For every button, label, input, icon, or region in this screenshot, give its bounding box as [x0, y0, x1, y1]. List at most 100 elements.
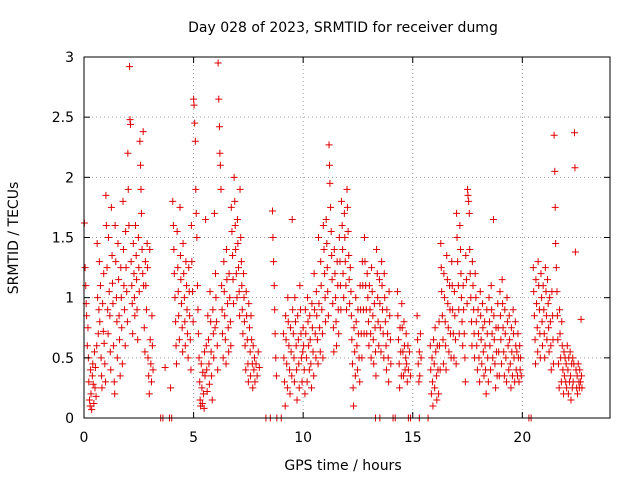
data-point	[183, 330, 191, 338]
data-point	[295, 384, 303, 392]
data-point	[305, 366, 313, 374]
data-point	[450, 354, 458, 362]
data-point	[320, 246, 328, 254]
data-point	[538, 294, 546, 302]
data-point	[304, 294, 312, 302]
data-point	[315, 300, 323, 308]
data-point	[251, 378, 259, 386]
data-point	[537, 270, 545, 278]
data-point	[192, 185, 200, 193]
data-point	[242, 366, 250, 374]
data-point	[432, 372, 440, 380]
data-point	[313, 312, 321, 320]
data-point	[507, 384, 515, 392]
data-point	[270, 282, 278, 290]
data-point	[98, 384, 106, 392]
data-point	[192, 209, 200, 217]
data-point	[509, 306, 517, 314]
data-point	[201, 348, 209, 356]
data-point	[366, 306, 374, 314]
data-point	[516, 366, 524, 374]
data-point	[571, 248, 579, 256]
data-point	[516, 342, 524, 350]
data-point	[468, 258, 476, 266]
data-point	[350, 324, 358, 332]
data-point	[505, 366, 513, 374]
data-point	[415, 348, 423, 356]
data-point	[121, 306, 129, 314]
data-point	[282, 336, 290, 344]
data-point	[85, 378, 93, 386]
data-point	[188, 258, 196, 266]
data-point	[302, 330, 310, 338]
data-point	[189, 318, 197, 326]
data-point	[293, 366, 301, 374]
data-point	[335, 330, 343, 338]
data-point	[332, 318, 340, 326]
data-point	[233, 294, 241, 302]
data-point	[442, 366, 450, 374]
data-point	[500, 348, 508, 356]
data-point	[207, 348, 215, 356]
data-point	[239, 330, 247, 338]
data-point	[144, 354, 152, 362]
data-point	[466, 246, 474, 254]
data-point	[556, 330, 564, 338]
data-point	[361, 234, 369, 241]
data-point	[544, 300, 552, 308]
data-point	[118, 360, 126, 368]
data-points	[80, 59, 586, 422]
data-point	[480, 372, 488, 380]
data-point	[403, 378, 411, 386]
data-point	[578, 372, 586, 380]
data-point	[436, 366, 444, 374]
data-point	[113, 354, 121, 362]
data-point	[540, 306, 548, 314]
data-point	[229, 276, 237, 284]
data-point	[236, 312, 244, 320]
data-point	[479, 348, 487, 356]
data-point	[238, 306, 246, 314]
data-point	[381, 294, 389, 302]
data-point	[283, 360, 291, 368]
data-point	[416, 330, 424, 338]
data-point	[428, 378, 436, 386]
data-point	[497, 336, 505, 344]
data-point	[469, 282, 477, 290]
data-point	[342, 282, 350, 290]
data-point	[128, 282, 136, 290]
data-point	[363, 270, 371, 278]
data-point	[222, 246, 230, 254]
data-point	[203, 366, 211, 374]
data-point	[448, 282, 456, 290]
data-point	[429, 402, 437, 410]
data-point	[141, 258, 149, 266]
data-point	[102, 191, 110, 199]
data-point	[374, 318, 382, 326]
data-point	[310, 372, 318, 380]
data-point	[196, 396, 204, 404]
data-point	[488, 306, 496, 314]
data-point	[99, 300, 107, 308]
data-point	[128, 300, 136, 308]
data-point	[384, 330, 392, 338]
data-point	[107, 366, 115, 374]
data-point	[194, 282, 202, 290]
data-point	[118, 324, 126, 332]
data-point	[194, 330, 202, 338]
data-point	[176, 203, 184, 211]
data-point	[208, 396, 216, 404]
data-point	[338, 197, 346, 205]
data-point	[203, 388, 211, 396]
data-point	[505, 312, 513, 320]
data-point	[354, 366, 362, 374]
data-point	[291, 294, 299, 302]
data-point	[224, 300, 232, 308]
data-point	[236, 185, 244, 193]
data-point	[453, 209, 461, 217]
data-point	[395, 336, 403, 344]
data-point	[368, 264, 376, 272]
data-point	[206, 288, 214, 296]
data-point	[456, 221, 464, 229]
data-point	[340, 209, 348, 217]
